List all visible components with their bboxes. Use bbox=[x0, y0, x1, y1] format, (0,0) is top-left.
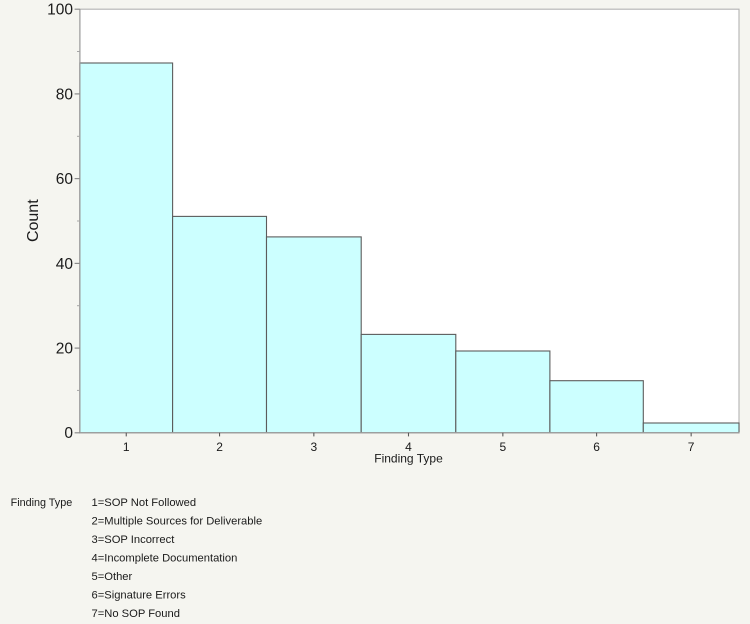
svg-text:80: 80 bbox=[56, 86, 74, 103]
svg-text:1: 1 bbox=[123, 440, 130, 454]
svg-text:100: 100 bbox=[47, 2, 73, 19]
svg-text:6=Signature Errors: 6=Signature Errors bbox=[92, 589, 187, 601]
svg-text:0: 0 bbox=[64, 425, 73, 442]
svg-text:5=Other: 5=Other bbox=[92, 571, 133, 583]
svg-text:3: 3 bbox=[311, 440, 318, 454]
svg-text:7=No SOP Found: 7=No SOP Found bbox=[92, 608, 180, 620]
svg-text:Finding Type: Finding Type bbox=[11, 497, 73, 509]
svg-text:Finding Type: Finding Type bbox=[374, 452, 443, 466]
svg-text:3=SOP Incorrect: 3=SOP Incorrect bbox=[92, 534, 176, 546]
svg-text:2=Multiple Sources for Deliver: 2=Multiple Sources for Deliverable bbox=[92, 515, 263, 527]
svg-text:2: 2 bbox=[216, 440, 223, 454]
svg-text:20: 20 bbox=[56, 341, 74, 358]
svg-text:6: 6 bbox=[593, 440, 600, 454]
svg-text:60: 60 bbox=[56, 171, 74, 188]
svg-text:40: 40 bbox=[56, 256, 74, 273]
svg-text:1=SOP Not Followed: 1=SOP Not Followed bbox=[92, 497, 197, 509]
svg-text:7: 7 bbox=[688, 440, 695, 454]
svg-text:4=Incomplete Documentation: 4=Incomplete Documentation bbox=[92, 552, 238, 564]
svg-text:4: 4 bbox=[405, 440, 412, 454]
svg-text:5: 5 bbox=[500, 440, 507, 454]
svg-text:Count: Count bbox=[25, 199, 42, 242]
